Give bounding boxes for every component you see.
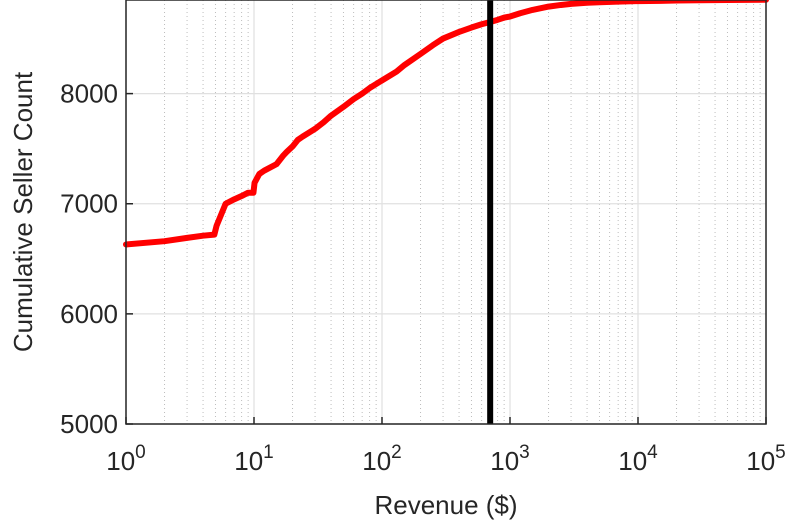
y-tick-label: 8000 bbox=[60, 79, 118, 109]
x-tick-label: 104 bbox=[618, 442, 658, 476]
y-tick-label: 6000 bbox=[60, 299, 118, 329]
axes bbox=[125, 0, 767, 425]
series-layer bbox=[123, 0, 769, 424]
x-tick-label: 100 bbox=[106, 442, 146, 476]
y-tick-label: 5000 bbox=[60, 409, 118, 439]
x-tick-label: 103 bbox=[490, 442, 530, 476]
series-line bbox=[123, 0, 769, 248]
x-tick-label: 102 bbox=[362, 442, 402, 476]
axes-box bbox=[125, 0, 767, 425]
y-tick-label: 7000 bbox=[60, 189, 118, 219]
y-axis-title: Cumulative Seller Count bbox=[8, 71, 38, 352]
x-axis-title: Revenue ($) bbox=[374, 490, 517, 520]
x-tick-label: 101 bbox=[234, 442, 274, 476]
tick-labels: 100 101 102 103 104 105 5000 6000 7000 8000 bbox=[60, 79, 786, 476]
x-tick-label: 105 bbox=[746, 442, 786, 476]
plot-area-background bbox=[126, 0, 766, 424]
